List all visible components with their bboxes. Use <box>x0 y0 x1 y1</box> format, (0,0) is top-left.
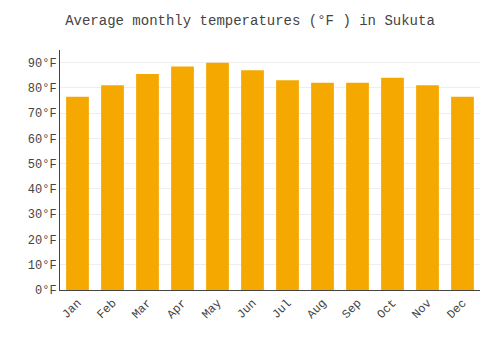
svg-text:10°F: 10°F <box>28 259 57 273</box>
svg-text:Nov: Nov <box>409 297 434 322</box>
svg-text:20°F: 20°F <box>28 234 57 248</box>
svg-text:Jul: Jul <box>269 297 294 322</box>
svg-text:Average monthly temperatures (: Average monthly temperatures (°F ) in Su… <box>65 13 435 29</box>
svg-text:Jan: Jan <box>59 297 84 322</box>
svg-text:Mar: Mar <box>129 297 154 322</box>
svg-text:30°F: 30°F <box>28 208 57 222</box>
svg-text:Apr: Apr <box>164 297 189 322</box>
svg-text:Dec: Dec <box>444 297 469 322</box>
svg-text:50°F: 50°F <box>28 158 57 172</box>
svg-text:0°F: 0°F <box>35 284 57 298</box>
svg-text:80°F: 80°F <box>28 82 57 96</box>
svg-text:70°F: 70°F <box>28 107 57 121</box>
svg-text:Feb: Feb <box>94 297 119 322</box>
svg-text:Jun: Jun <box>234 297 259 322</box>
svg-text:60°F: 60°F <box>28 133 57 147</box>
svg-text:90°F: 90°F <box>28 57 57 71</box>
svg-text:Aug: Aug <box>304 297 329 322</box>
svg-text:Oct: Oct <box>374 297 399 322</box>
svg-text:May: May <box>199 297 224 322</box>
svg-text:Sep: Sep <box>339 297 364 322</box>
svg-text:40°F: 40°F <box>28 183 57 197</box>
